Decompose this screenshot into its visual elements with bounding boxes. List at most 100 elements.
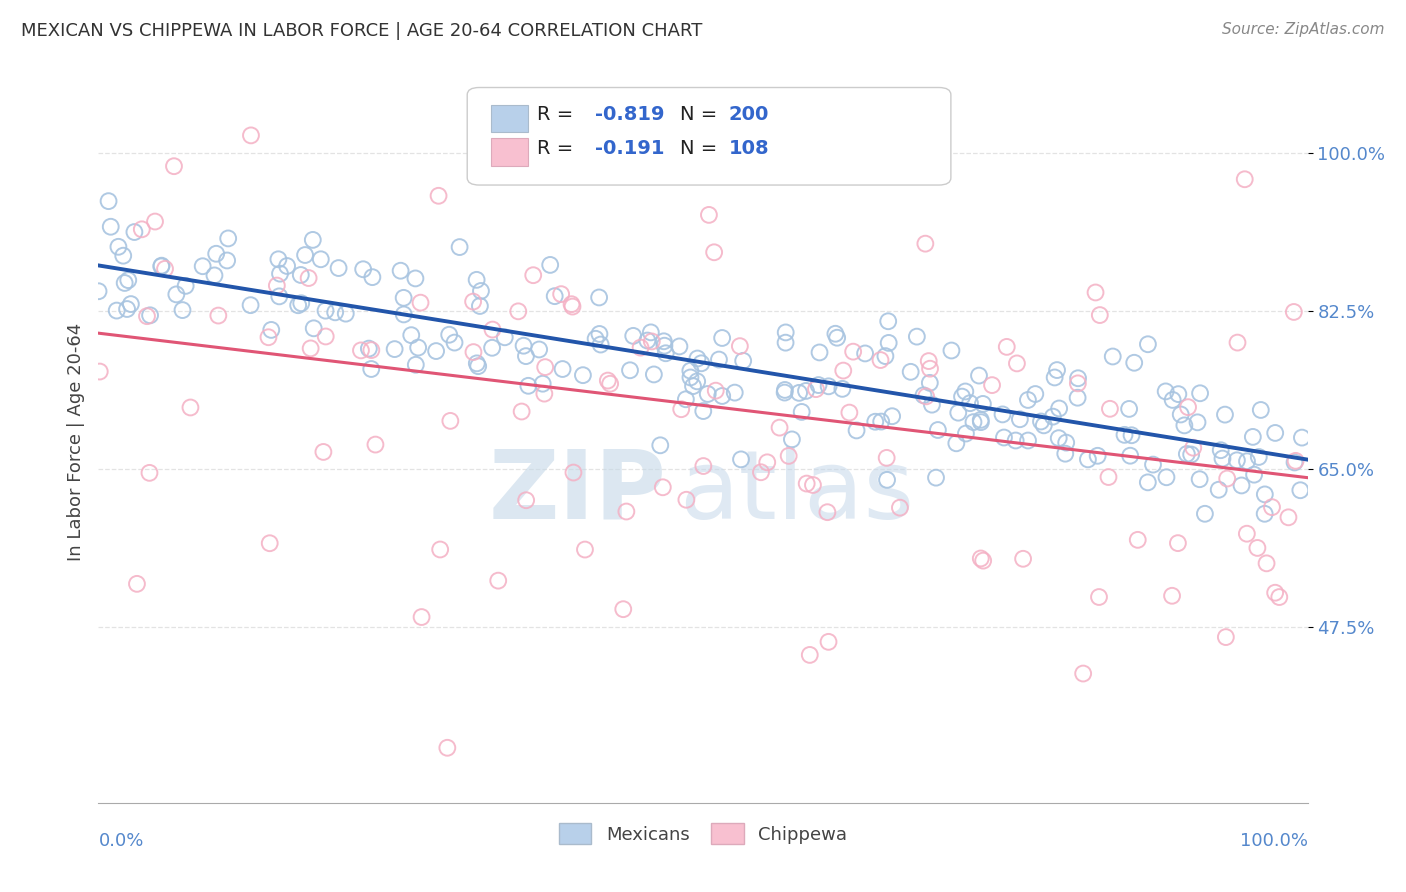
Point — [845, 424, 868, 438]
Point — [510, 404, 533, 418]
Bar — [492, 138, 527, 166]
Point — [1047, 431, 1070, 445]
Point — [686, 375, 709, 389]
Point — [1067, 376, 1090, 391]
Text: R =: R = — [537, 105, 579, 125]
Point — [1004, 434, 1026, 448]
Point — [429, 542, 451, 557]
Point — [1187, 415, 1209, 429]
Point — [290, 296, 312, 310]
Point — [690, 356, 713, 370]
Point — [574, 542, 596, 557]
Point — [1173, 418, 1195, 433]
Point — [298, 271, 321, 285]
Point — [257, 330, 280, 344]
Point — [671, 402, 693, 417]
Point — [287, 298, 309, 312]
Point — [239, 298, 262, 312]
Point — [869, 353, 891, 368]
Point — [865, 415, 887, 429]
Point — [621, 329, 644, 343]
Point — [1215, 630, 1237, 644]
Point — [260, 323, 283, 337]
Point — [679, 364, 702, 378]
Point — [825, 331, 848, 345]
Point — [531, 376, 554, 391]
Point — [1284, 455, 1306, 469]
Point — [323, 305, 346, 319]
Point — [1097, 470, 1119, 484]
Point — [1077, 452, 1099, 467]
Point — [551, 362, 574, 376]
Point — [1189, 386, 1212, 401]
Point — [517, 379, 540, 393]
Point — [1216, 471, 1239, 485]
Point — [1042, 409, 1064, 424]
Point — [204, 268, 226, 283]
Point — [596, 374, 619, 388]
Point — [1088, 308, 1111, 322]
Point — [1017, 392, 1039, 407]
Point — [1071, 666, 1094, 681]
Point — [817, 635, 839, 649]
Point — [115, 301, 138, 316]
Point — [831, 382, 853, 396]
Point — [409, 295, 432, 310]
Point — [436, 740, 458, 755]
Point — [1194, 507, 1216, 521]
Point — [808, 345, 831, 359]
Point — [550, 287, 572, 301]
Point — [945, 436, 967, 450]
Point — [538, 258, 561, 272]
Point — [589, 337, 612, 351]
Point — [437, 327, 460, 342]
Point — [1236, 526, 1258, 541]
Point — [404, 271, 426, 285]
Point — [915, 389, 938, 403]
Point — [675, 392, 697, 407]
Point — [1243, 467, 1265, 482]
Point — [1213, 408, 1236, 422]
Point — [315, 303, 337, 318]
Point — [139, 308, 162, 322]
Point — [962, 415, 984, 429]
Point — [125, 577, 148, 591]
Point — [972, 397, 994, 411]
Point — [636, 334, 658, 348]
Point — [1230, 478, 1253, 492]
Point — [1032, 418, 1054, 433]
Point — [815, 505, 838, 519]
Point — [302, 321, 325, 335]
Point — [443, 335, 465, 350]
Point — [1156, 470, 1178, 484]
Point — [1180, 448, 1202, 462]
Point — [174, 278, 197, 293]
Point — [1067, 371, 1090, 385]
Point — [780, 433, 803, 447]
Point — [588, 326, 610, 341]
Point — [1008, 412, 1031, 426]
Point — [439, 414, 461, 428]
Point — [463, 345, 485, 359]
Point — [1098, 401, 1121, 416]
Point — [406, 341, 429, 355]
Point — [120, 297, 142, 311]
Point — [179, 401, 201, 415]
Point — [269, 267, 291, 281]
Point — [875, 349, 897, 363]
Point — [1012, 551, 1035, 566]
Point — [143, 214, 166, 228]
Point — [205, 246, 228, 260]
Point — [889, 500, 911, 515]
Text: -0.191: -0.191 — [595, 138, 665, 158]
Point — [1154, 384, 1177, 399]
Point — [941, 343, 963, 358]
Point — [172, 303, 194, 318]
Point — [468, 299, 491, 313]
Point — [796, 476, 818, 491]
Point — [696, 387, 718, 401]
Point — [838, 406, 860, 420]
Point — [1024, 387, 1046, 401]
Point — [970, 551, 993, 566]
Point — [1246, 541, 1268, 555]
